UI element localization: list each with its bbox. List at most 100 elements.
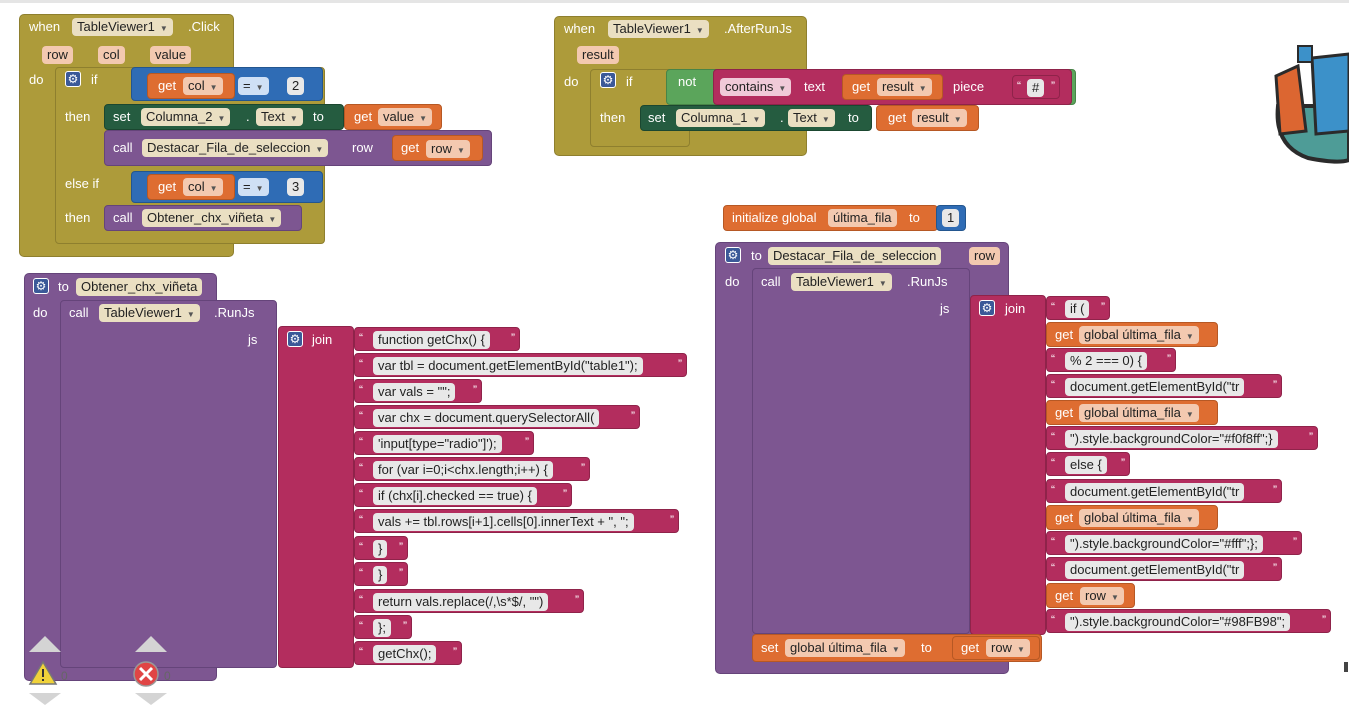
set-var-dropdown[interactable]: global última_fila ▼ — [785, 639, 905, 657]
contains-dropdown[interactable]: contains ▼ — [720, 78, 792, 96]
param-col[interactable]: col — [98, 46, 125, 64]
gear-icon[interactable]: ⚙ — [600, 72, 616, 88]
string-block[interactable]: “} ” — [354, 536, 408, 560]
component-dropdown[interactable]: TableViewer1 ▼ — [608, 20, 709, 38]
param-row[interactable]: row — [42, 46, 73, 64]
param-value[interactable]: value — [150, 46, 192, 64]
string-text[interactable]: var vals = ""; — [373, 383, 456, 401]
string-text[interactable]: return vals.replace(/,\s*$/, "") — [373, 593, 549, 611]
error-prev-arrow-icon[interactable] — [135, 636, 167, 652]
quote-close-icon: ” — [1273, 483, 1277, 497]
get-row-dropdown[interactable]: row ▼ — [1080, 587, 1124, 605]
string-text[interactable]: var tbl = document.getElementById("table… — [373, 357, 643, 375]
error-next-arrow-icon[interactable] — [135, 693, 167, 705]
string-block[interactable]: “ return vals.replace(/,\s*$/, "") ” — [354, 589, 584, 613]
string-block[interactable]: “ % 2 === 0) {” — [1046, 348, 1176, 372]
param-result[interactable]: result — [577, 46, 619, 64]
get-label: get — [401, 140, 420, 155]
warning-prev-arrow-icon[interactable] — [29, 636, 61, 652]
string-text[interactable]: vals += tbl.rows[i+1].cells[0].innerText… — [373, 513, 634, 531]
string-block[interactable]: “ document.getElementById("tr ” — [1046, 374, 1282, 398]
string-text[interactable]: if ( — [1065, 300, 1090, 318]
string-text[interactable]: % 2 === 0) { — [1065, 352, 1147, 370]
string-text[interactable]: } — [373, 566, 388, 584]
string-text[interactable]: else { — [1065, 456, 1107, 474]
eq-operator-dropdown[interactable]: = ▼ — [238, 77, 269, 95]
columna2-dropdown[interactable]: Columna_2 ▼ — [141, 108, 231, 126]
backpack-icon[interactable] — [1268, 36, 1349, 168]
string-block[interactable]: “ vals += tbl.rows[i+1].cells[0].innerTex… — [354, 509, 679, 533]
get-col-dropdown[interactable]: col ▼ — [183, 77, 223, 95]
string-text[interactable]: var chx = document.querySelectorAll( — [373, 409, 600, 427]
join-block[interactable] — [970, 295, 1046, 635]
get-row-dropdown[interactable]: row ▼ — [986, 639, 1030, 657]
get-var-dropdown[interactable]: global última_fila ▼ — [1079, 326, 1199, 344]
component-dropdown[interactable]: TableViewer1 ▼ — [72, 18, 173, 36]
string-block[interactable]: “ ").style.backgroundColor="#98FB98"; ” — [1046, 609, 1331, 633]
string-text[interactable]: function getChx() { — [373, 331, 490, 349]
join-block[interactable] — [278, 326, 354, 668]
param-row[interactable]: row — [969, 247, 1000, 265]
string-text[interactable]: 'input[type="radio"]'); — [373, 435, 502, 453]
gear-icon[interactable]: ⚙ — [65, 71, 81, 87]
string-block[interactable]: “ else {” — [1046, 452, 1130, 476]
call-runjs-block[interactable] — [752, 268, 970, 634]
string-text[interactable]: ").style.backgroundColor="#fff";}; — [1065, 535, 1263, 553]
get-var-dropdown[interactable]: global última_fila ▼ — [1079, 509, 1199, 527]
string-block[interactable]: “ document.getElementById("tr ” — [1046, 557, 1282, 581]
string-block[interactable]: “} ” — [354, 562, 408, 586]
string-block[interactable]: “ if (chx[i].checked == true) {” — [354, 483, 572, 507]
string-block[interactable]: “ for (var i=0;i<chx.length;i++) {” — [354, 457, 590, 481]
text-property-dropdown[interactable]: Text ▼ — [788, 109, 835, 127]
procedure-name-field[interactable]: Obtener_chx_viñeta — [76, 278, 203, 296]
string-block[interactable]: “ 'input[type="radio"]'); ” — [354, 431, 534, 455]
string-block[interactable]: “ ").style.backgroundColor="#f0f8ff";} ” — [1046, 426, 1318, 450]
gear-icon[interactable]: ⚙ — [725, 247, 741, 263]
number-2[interactable]: 2 — [287, 77, 305, 95]
global-name-field[interactable]: última_fila — [828, 209, 897, 227]
string-block[interactable]: “ var vals = ""; ” — [354, 379, 482, 403]
string-block[interactable]: “ ").style.backgroundColor="#fff";}; ” — [1046, 531, 1302, 555]
string-text[interactable]: ").style.backgroundColor="#f0f8ff";} — [1065, 430, 1278, 448]
columna1-dropdown[interactable]: Columna_1 ▼ — [676, 109, 766, 127]
string-text[interactable]: }; — [373, 619, 391, 637]
string-block[interactable]: “ var chx = document.querySelectorAll(” — [354, 405, 640, 429]
string-block[interactable]: “ if (” — [1046, 296, 1110, 320]
get-col-dropdown[interactable]: col ▼ — [183, 178, 223, 196]
number-1[interactable]: 1 — [942, 209, 960, 227]
procedure-dropdown[interactable]: Obtener_chx_viñeta ▼ — [142, 209, 282, 227]
string-text[interactable]: if (chx[i].checked == true) { — [373, 487, 537, 505]
string-text[interactable]: document.getElementById("tr — [1065, 561, 1245, 579]
procedure-name-field[interactable]: Destacar_Fila_de_seleccion — [768, 247, 942, 265]
component-dropdown[interactable]: TableViewer1 ▼ — [99, 304, 200, 322]
string-block[interactable]: “ function getChx() {” — [354, 327, 520, 351]
string-block[interactable]: “ getChx(); ” — [354, 641, 462, 665]
string-text[interactable]: } — [373, 540, 388, 558]
string-hash-block[interactable]: “ # ” — [1012, 75, 1060, 99]
component-dropdown[interactable]: TableViewer1 ▼ — [791, 273, 892, 291]
string-text[interactable]: ").style.backgroundColor="#98FB98"; — [1065, 613, 1291, 631]
gear-icon[interactable]: ⚙ — [287, 331, 303, 347]
string-text[interactable]: document.getElementById("tr — [1065, 378, 1245, 396]
call-runjs-block[interactable] — [60, 300, 277, 668]
eq-operator-dropdown[interactable]: = ▼ — [238, 178, 269, 196]
string-text[interactable]: document.getElementById("tr — [1065, 483, 1245, 501]
get-row-dropdown[interactable]: row ▼ — [426, 140, 470, 158]
string-text[interactable]: for (var i=0;i<chx.length;i++) { — [373, 461, 553, 479]
gear-icon[interactable]: ⚙ — [979, 300, 995, 316]
get-result-dropdown[interactable]: result ▼ — [912, 109, 967, 127]
string-hash-text[interactable]: # — [1027, 79, 1045, 97]
warning-next-arrow-icon[interactable] — [29, 693, 61, 705]
get-var-dropdown[interactable]: global última_fila ▼ — [1079, 404, 1199, 422]
string-block[interactable]: “ var tbl = document.getElementById("tabl… — [354, 353, 687, 377]
gear-icon[interactable]: ⚙ — [33, 278, 49, 294]
text-label: text — [804, 79, 825, 94]
text-property-dropdown[interactable]: Text ▼ — [256, 108, 303, 126]
string-block[interactable]: “ document.getElementById("tr ” — [1046, 479, 1282, 503]
get-value-dropdown[interactable]: value ▼ — [378, 108, 432, 126]
get-result-dropdown[interactable]: result ▼ — [877, 78, 932, 96]
procedure-dropdown[interactable]: Destacar_Fila_de_seleccion ▼ — [142, 139, 329, 157]
string-block[interactable]: “}; ” — [354, 615, 412, 639]
number-3[interactable]: 3 — [287, 178, 305, 196]
string-text[interactable]: getChx(); — [373, 645, 437, 663]
